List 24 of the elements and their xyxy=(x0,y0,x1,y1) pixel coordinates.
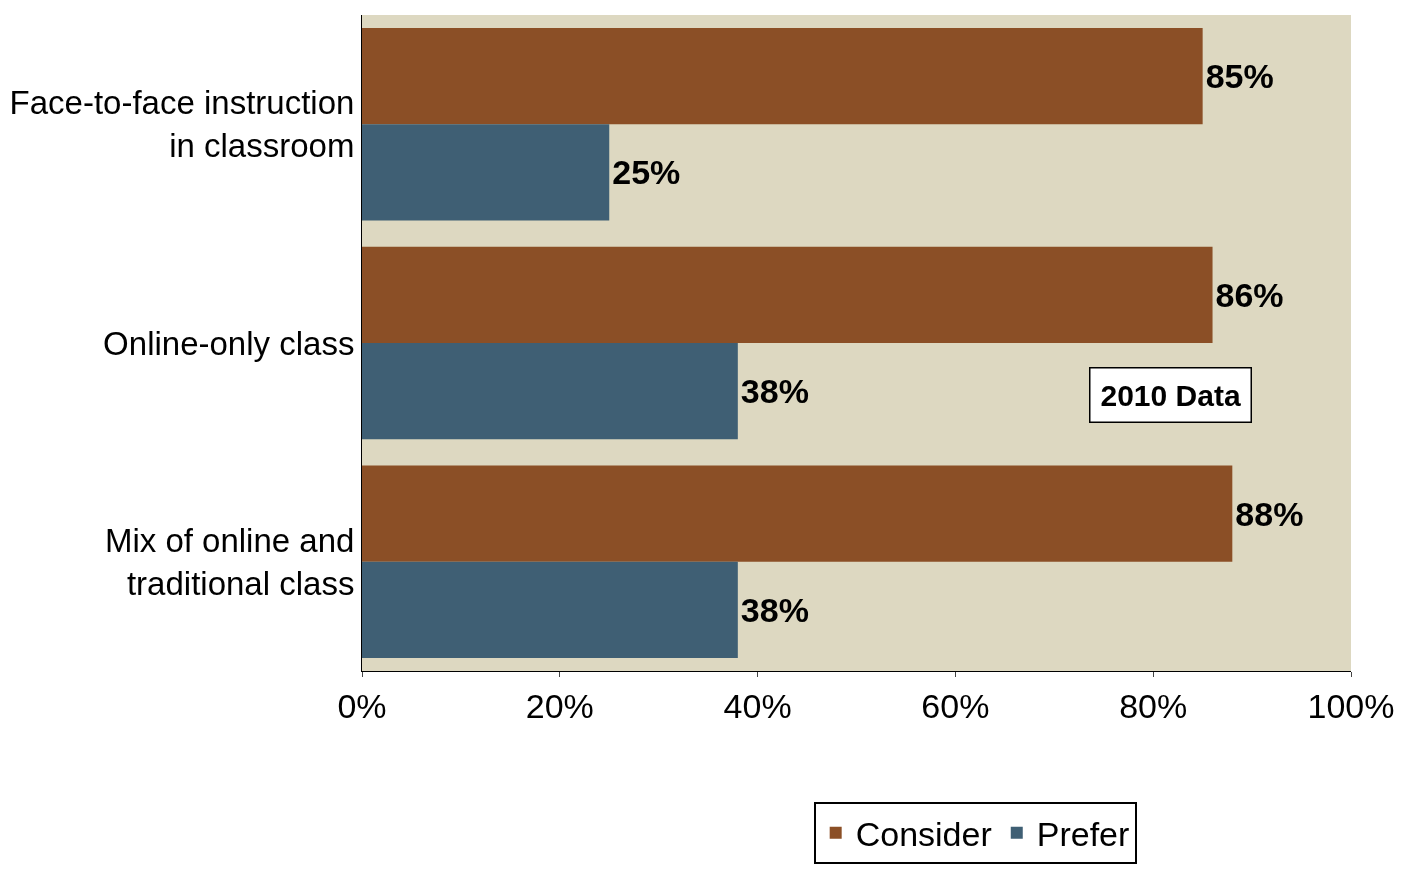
x-tick-label: 80% xyxy=(1119,686,1188,725)
data-label: 85% xyxy=(1205,57,1274,96)
x-tick-label: 40% xyxy=(723,686,792,725)
y-tick-label: Online-only class xyxy=(103,324,355,362)
bar xyxy=(362,465,1233,562)
data-label: 86% xyxy=(1215,275,1284,314)
legend-label: Consider xyxy=(855,815,992,854)
annotation: 2010 Data xyxy=(1100,378,1241,412)
bar xyxy=(362,561,738,658)
data-label: 38% xyxy=(740,590,809,629)
bar xyxy=(362,28,1203,125)
x-tick-label: 20% xyxy=(525,686,594,725)
data-label: 25% xyxy=(612,153,681,192)
bar xyxy=(362,343,738,440)
x-tick-label: 60% xyxy=(921,686,990,725)
data-label: 88% xyxy=(1235,494,1304,533)
y-tick-label: Mix of online and traditional class xyxy=(104,521,355,602)
bar xyxy=(362,124,610,221)
y-tick-label: Face-to-face instruction in classroom xyxy=(9,84,355,165)
legend-label: Prefer xyxy=(1036,815,1130,854)
bar xyxy=(362,246,1213,343)
x-tick-label: 100% xyxy=(1307,686,1395,725)
x-tick-label: 0% xyxy=(337,686,387,725)
data-label: 38% xyxy=(740,372,809,411)
